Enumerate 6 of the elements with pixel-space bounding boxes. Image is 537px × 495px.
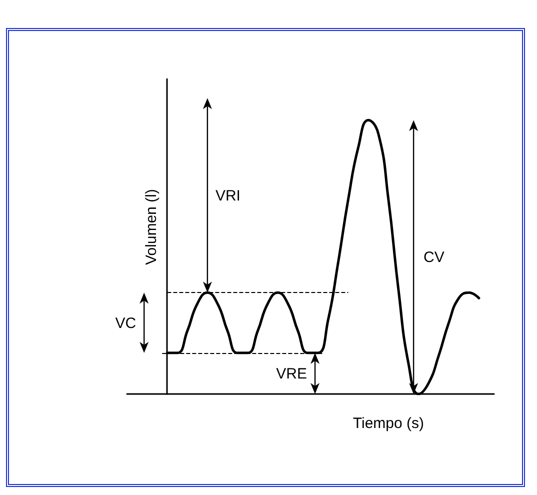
y-axis-title: Volumen (l) (143, 189, 160, 265)
text: VC (115, 314, 136, 332)
x-axis-title: Tiempo (s) (352, 415, 424, 432)
annotation: VRI (215, 187, 240, 204)
annotation: VRE (276, 365, 308, 382)
annotation: CV (424, 249, 444, 266)
